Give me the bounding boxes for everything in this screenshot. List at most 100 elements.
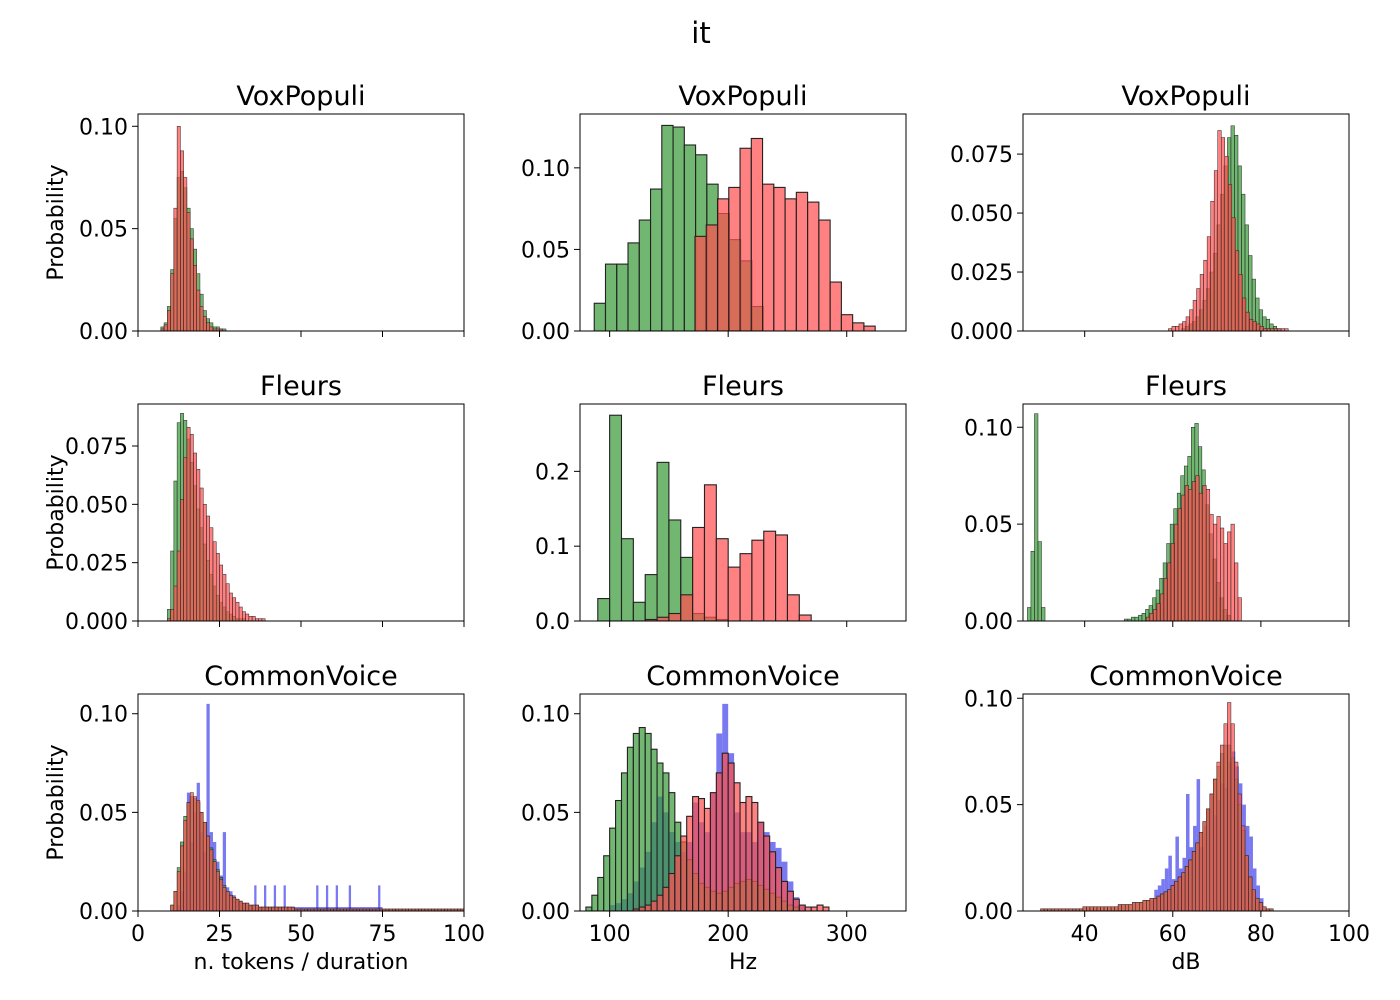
ytick-label: 0.05 bbox=[964, 513, 1013, 538]
bar-red-9 bbox=[686, 815, 694, 911]
bar-red-6 bbox=[715, 538, 729, 621]
bar-red-33 bbox=[277, 906, 282, 911]
xtick-label: 300 bbox=[826, 922, 868, 947]
bar-red-36 bbox=[287, 906, 292, 911]
subplot-title: VoxPopuli bbox=[236, 81, 365, 112]
bar-blue-spikes-3 bbox=[283, 885, 286, 911]
bar-blue-spikes-0 bbox=[254, 885, 257, 911]
bar-red-13 bbox=[1086, 906, 1091, 911]
bar-green-main-4 bbox=[1138, 614, 1143, 621]
bar-red-44 bbox=[1195, 842, 1200, 911]
bar-red-14 bbox=[852, 322, 865, 331]
bar-green-1 bbox=[604, 263, 618, 331]
bar-red-19 bbox=[229, 592, 233, 621]
bar-red-17 bbox=[222, 574, 227, 621]
bar-red-54 bbox=[1230, 723, 1235, 911]
bar-red-2 bbox=[1153, 609, 1158, 621]
bar-red-15 bbox=[1093, 906, 1098, 911]
bar-red-6 bbox=[668, 872, 676, 911]
axes-frame bbox=[1022, 693, 1350, 912]
bar-red-62 bbox=[1258, 902, 1263, 911]
ytick-label: 0.2 bbox=[535, 460, 570, 485]
bar-green-6 bbox=[620, 772, 628, 911]
bar-red-0 bbox=[1146, 616, 1151, 621]
bar-red-27 bbox=[792, 898, 800, 911]
bar-red-10 bbox=[1203, 259, 1208, 331]
bar-red-46 bbox=[1202, 821, 1207, 911]
bar-red-21 bbox=[757, 821, 765, 911]
x-axis-label: n. tokens / duration bbox=[194, 950, 409, 975]
bar-red-13 bbox=[709, 792, 717, 911]
xtick-label: 25 bbox=[206, 922, 234, 947]
ytick-label: 0.05 bbox=[521, 238, 570, 263]
bar-red-4 bbox=[692, 526, 706, 621]
bar-green-2 bbox=[1034, 413, 1039, 621]
bar-red-15 bbox=[219, 879, 224, 911]
bar-red-19 bbox=[1235, 250, 1240, 331]
bar-red-48 bbox=[1209, 793, 1214, 911]
bar-blue-5 bbox=[1168, 855, 1172, 911]
bar-red-42 bbox=[1188, 859, 1193, 911]
bar-red-2 bbox=[167, 310, 171, 331]
bar-red-1 bbox=[170, 609, 175, 621]
bar-green-4 bbox=[644, 574, 658, 621]
bar-red-55 bbox=[1234, 761, 1239, 911]
bar-red-12 bbox=[1082, 906, 1087, 911]
bar-red-12 bbox=[786, 594, 800, 621]
subplot-fleurs-db: 0.00 0.05 0.10 Fleurs bbox=[964, 371, 1350, 635]
ytick-label: 0.1 bbox=[535, 535, 570, 560]
bar-green-5 bbox=[615, 799, 623, 911]
bar-red-9 bbox=[751, 539, 765, 621]
bar-red-34 bbox=[281, 906, 285, 911]
bar-red-8 bbox=[196, 800, 201, 911]
bar-red-3 bbox=[680, 594, 694, 621]
bar-red-25 bbox=[1256, 323, 1261, 331]
subplot-title: VoxPopuli bbox=[1121, 81, 1250, 112]
bar-red-23 bbox=[1121, 904, 1126, 911]
bar-red-7 bbox=[189, 434, 194, 621]
bar-green-5 bbox=[649, 188, 663, 331]
bar-red-8 bbox=[680, 835, 688, 911]
bar-red-11 bbox=[202, 504, 207, 621]
bar-green-2 bbox=[616, 263, 629, 331]
bar-red-10 bbox=[763, 530, 777, 621]
bar-red-6 bbox=[1189, 309, 1194, 331]
bar-red-21 bbox=[1220, 527, 1225, 621]
bar-red-26 bbox=[1132, 902, 1137, 911]
bar-green-3 bbox=[627, 242, 640, 331]
bar-red-23 bbox=[1227, 531, 1232, 621]
bar-red-27 bbox=[1135, 902, 1140, 911]
ytick-label: 0.025 bbox=[65, 552, 128, 577]
bar-red-1 bbox=[1149, 613, 1154, 621]
bar-red-18 bbox=[225, 583, 230, 621]
bar-red-6 bbox=[189, 792, 194, 911]
bar-red-23 bbox=[242, 611, 246, 621]
bar-red-14 bbox=[1217, 130, 1222, 331]
bar-green-main-3 bbox=[1134, 616, 1139, 621]
axes-frame bbox=[1022, 403, 1350, 622]
bar-red-14 bbox=[715, 772, 723, 911]
axes-frame bbox=[579, 113, 907, 332]
bar-red-1 bbox=[656, 616, 670, 621]
bar-red-4 bbox=[656, 894, 664, 911]
ytick-label: 0.00 bbox=[521, 900, 570, 925]
bar-red-15 bbox=[1198, 492, 1203, 621]
bar-green-8 bbox=[683, 144, 697, 331]
bar-red-29 bbox=[1142, 900, 1147, 911]
bar-red-10 bbox=[193, 265, 197, 331]
bar-red-24 bbox=[1230, 523, 1235, 621]
bar-red-57 bbox=[1241, 825, 1246, 911]
bar-red-32 bbox=[274, 906, 279, 911]
bar-red-3 bbox=[180, 845, 184, 911]
ytick-label: 0.10 bbox=[79, 115, 128, 140]
bar-red-7 bbox=[1170, 543, 1175, 621]
bar-red-15 bbox=[209, 326, 214, 331]
bar-red-14 bbox=[1089, 906, 1094, 911]
bar-red-13 bbox=[1213, 170, 1218, 331]
bar-red-29 bbox=[804, 906, 812, 911]
bar-red-25 bbox=[780, 880, 789, 911]
figure-suptitle: it bbox=[691, 16, 710, 50]
bar-red-25 bbox=[251, 904, 256, 911]
bar-red-16 bbox=[222, 887, 227, 911]
bar-red-22 bbox=[763, 835, 771, 911]
